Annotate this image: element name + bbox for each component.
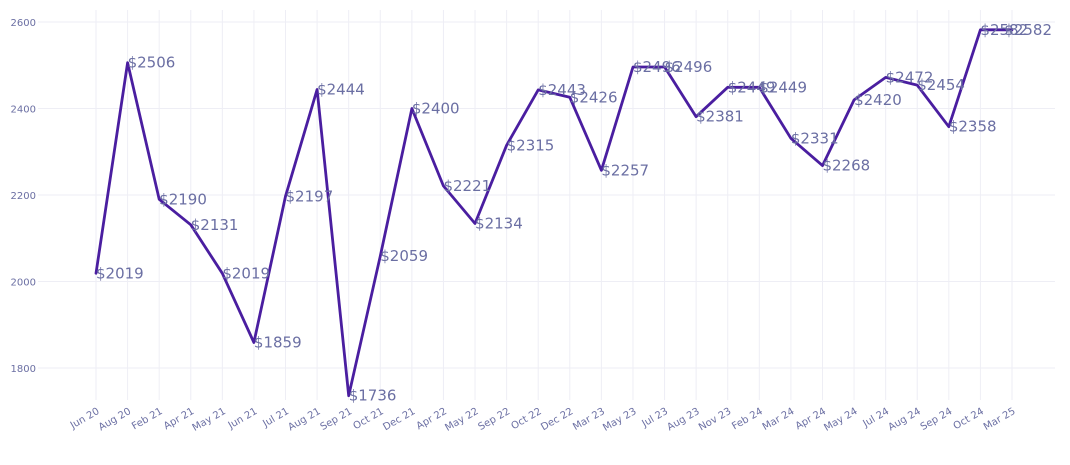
data-label: $2449 [759,78,807,96]
x-tick-label: Oct 24 [952,406,986,432]
data-label: $2131 [191,216,239,234]
data-label: $2019 [222,264,270,282]
x-gridlines [95,10,1013,400]
data-label: $1859 [254,333,302,351]
data-label: $2331 [791,129,839,147]
data-label: $2426 [570,88,618,106]
data-label: $2472 [886,68,934,86]
data-label: $2268 [822,157,870,175]
x-tick-label: Jul 24 [861,406,892,430]
x-tick-label: Jul 23 [639,406,670,430]
data-label: $2221 [443,177,491,195]
x-tick-label: Dec 21 [381,406,417,433]
data-label: $2358 [949,118,997,136]
data-label: $1736 [349,387,397,405]
data-label: $2443 [538,81,586,99]
x-tick-label: May 22 [443,406,480,434]
data-label: $2134 [475,215,523,233]
x-tick-label: May 21 [191,406,228,434]
data-label: $2454 [917,76,965,94]
y-axis-ticks: 1800 2000 2200 2400 2600 [11,18,36,375]
x-tick-label: Aug 20 [97,406,133,433]
data-label: $2496 [633,58,681,76]
y-tick-label: 2200 [11,191,36,202]
x-tick-label: Mar 24 [761,406,797,433]
x-tick-label: Aug 23 [665,406,701,433]
x-tick-label: Aug 24 [887,406,923,433]
x-tick-label: Sep 22 [477,406,513,433]
x-tick-label: Apr 21 [162,406,196,432]
x-tick-label: Mar 23 [571,406,607,433]
data-label: $2381 [696,108,744,126]
y-tick-label: 2000 [11,278,36,289]
data-label: $2582 [1004,21,1052,39]
data-label: $2496 [665,58,713,76]
x-tick-label: Mar 25 [982,406,1018,433]
y-tick-label: 1800 [11,364,36,375]
x-tick-label: Jul 21 [260,406,291,430]
data-label: $2257 [601,161,649,179]
data-label: $2400 [412,100,460,118]
data-label: $2444 [317,80,365,98]
data-label: $2190 [159,190,207,208]
data-label: $2059 [380,247,428,265]
x-tick-label: Oct 21 [352,406,386,432]
x-tick-label: May 24 [822,406,859,434]
data-label: $2582 [980,21,1028,39]
x-tick-label: Apr 24 [794,406,828,432]
x-tick-label: Aug 21 [286,406,322,433]
y-tick-label: 2600 [11,18,36,29]
x-tick-label: Jun 20 [68,406,102,432]
data-label: $2506 [128,54,176,72]
x-tick-label: Sep 24 [919,406,955,433]
x-tick-label: May 23 [601,406,638,434]
y-tick-label: 2400 [11,105,36,116]
data-label: $2019 [96,264,144,282]
x-tick-label: Sep 21 [319,406,355,433]
x-tick-label: Feb 21 [130,406,165,432]
data-labels: $2019 $2506 $2190 $2131 $2019 $1859 $2197 $2444… [96,21,1052,405]
data-label: $2420 [854,91,902,109]
series-line [94,28,1014,398]
x-tick-label: Apr 22 [415,406,449,432]
data-label: $2449 [728,78,776,96]
data-label: $2197 [286,187,334,205]
x-tick-label: Oct 22 [509,406,543,432]
x-tick-label: Nov 23 [697,406,733,433]
data-label: $2315 [507,136,555,154]
x-tick-label: Dec 22 [539,406,575,433]
x-tick-label: Jun 21 [226,406,260,432]
x-tick-label: Feb 24 [730,406,765,432]
